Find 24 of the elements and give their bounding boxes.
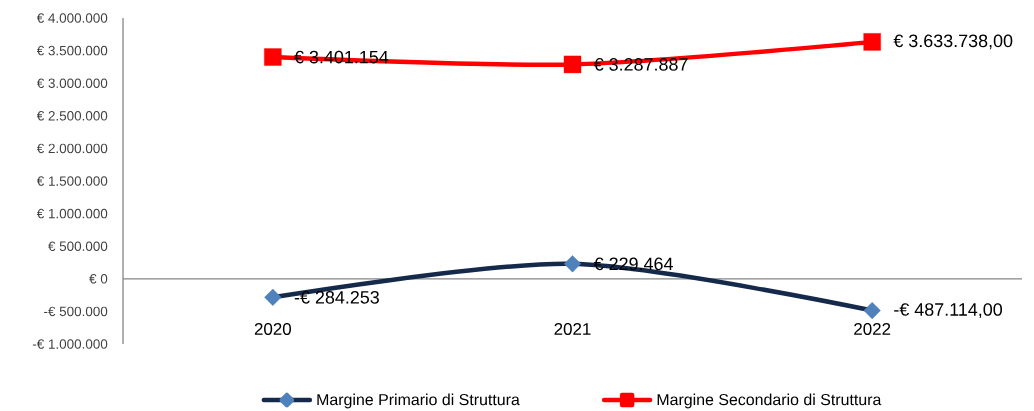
legend-label: Margine Secondario di Struttura [657, 393, 882, 409]
data-label: € 3.633.738,00 [893, 34, 1013, 50]
y-tick-label: € 3.500.000 [36, 45, 108, 56]
point [264, 288, 282, 306]
point [563, 55, 582, 74]
y-tick-label: € 500.000 [48, 241, 108, 251]
legend-label: Margine Primario di Struttura [317, 393, 520, 409]
y-tick-label: € 3.000.000 [36, 78, 108, 88]
y-tick-label: € 2.000.000 [36, 143, 108, 154]
y-tick-label: € 4.000.000 [36, 13, 108, 23]
point [863, 33, 881, 51]
x-tick-label: 2022 [854, 323, 891, 335]
point [563, 255, 582, 273]
data-label: -€ 487.114,00 [894, 303, 1003, 318]
y-tick-label: € 0 [89, 274, 108, 284]
x-tick-label: 2021 [554, 323, 591, 335]
x-tick-label: 2020 [254, 323, 292, 335]
point [264, 48, 282, 66]
y-tick-label: -€ 500.000 [44, 306, 108, 317]
y-tick-label: -€ 1.000.000 [32, 339, 108, 349]
y-tick-label: € 2.500.000 [36, 111, 108, 121]
point [863, 302, 881, 320]
y-tick-label: € 1.500.000 [36, 176, 108, 186]
y-tick-label: € 1.000.000 [36, 208, 108, 219]
